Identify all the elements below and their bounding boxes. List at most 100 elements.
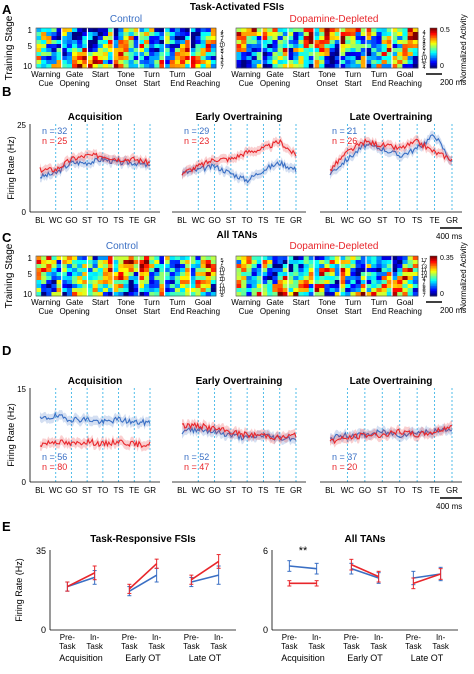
heatmap-cell: [159, 268, 165, 273]
heatmap-cell: [386, 36, 393, 41]
heatmap-cell: [51, 288, 57, 293]
heatmap-cell: [185, 28, 191, 33]
heatmap-cell: [392, 284, 398, 289]
heatmap-cell: [376, 260, 382, 265]
heatmap-cell: [210, 60, 217, 65]
heatmap-cell: [308, 36, 315, 41]
heatmap-cell: [381, 272, 388, 277]
colorbar-label: Normalized Activity: [459, 242, 468, 310]
event-label: Goal: [397, 70, 414, 79]
x-tick-label: TO: [242, 486, 253, 495]
heatmap-cell: [82, 28, 88, 33]
heatmap-cell: [144, 260, 150, 265]
heatmap-cell: [144, 28, 150, 33]
heatmap-cell: [340, 256, 346, 261]
heatmap-cell: [303, 40, 310, 45]
heatmap-cell: [180, 272, 186, 277]
heatmap-cell: [407, 264, 414, 269]
heatmap-cell: [108, 260, 114, 265]
heatmap-cell: [190, 264, 196, 269]
heatmap-cell: [303, 56, 310, 61]
heatmap-cell: [77, 292, 83, 297]
heatmap-cell: [169, 40, 176, 45]
heatmap-cell: [293, 44, 299, 49]
heatmap-cell: [277, 284, 284, 289]
heatmap-cell: [102, 268, 109, 273]
heatmap-cell: [272, 36, 278, 41]
heatmap-cell: [386, 284, 393, 289]
heatmap-cell: [412, 60, 419, 65]
heatmap-cell: [366, 56, 372, 61]
heatmap-cell: [154, 276, 160, 281]
heatmap-cell: [41, 280, 47, 285]
colorbar-step: [430, 59, 437, 62]
heatmap-cell: [366, 40, 372, 45]
stage-n-count: 5: [220, 62, 223, 68]
heatmap-cell: [66, 264, 73, 269]
heatmap-cell: [108, 288, 114, 293]
heatmap-cell: [272, 56, 278, 61]
heatmap-cell: [164, 256, 171, 261]
heatmap-cell: [92, 260, 99, 265]
heatmap-cell: [277, 64, 284, 69]
heatmap-cell: [267, 260, 273, 265]
colorbar-step: [430, 48, 437, 51]
heatmap-cell: [195, 28, 201, 33]
heatmap-cell: [82, 40, 88, 45]
heatmap-cell: [392, 36, 398, 41]
heatmap-cell: [149, 32, 155, 37]
heatmap-cell: [288, 256, 294, 261]
heatmap-cell: [267, 280, 273, 285]
heatmap-cell: [66, 52, 73, 57]
heatmap-cell: [128, 264, 135, 269]
heatmap-cell: [381, 64, 388, 69]
heatmap-cell: [298, 32, 304, 37]
heatmap-cell: [293, 28, 299, 33]
heatmap-cell: [397, 280, 403, 285]
event-label: Turn: [371, 70, 387, 79]
heatmap-cell: [241, 28, 247, 33]
heatmap-cell: [407, 32, 414, 37]
heatmap-cell: [61, 264, 68, 269]
heatmap-cell: [324, 56, 330, 61]
stage-n-count: 10: [219, 277, 225, 283]
heatmap-cell: [340, 260, 346, 265]
heatmap-cell: [87, 44, 93, 49]
heatmap-cell: [397, 32, 403, 37]
series-line: [39, 412, 151, 427]
heatmap-cell: [324, 28, 330, 33]
heatmap-cell: [392, 60, 398, 65]
x-tick-label: Pre-: [282, 633, 297, 642]
heatmap-cell: [72, 40, 78, 45]
event-label: Reaching: [388, 307, 422, 316]
heatmap-cell: [149, 60, 155, 65]
heatmap-cell: [118, 260, 124, 265]
heatmap-cell: [303, 260, 310, 265]
heatmap-cell: [392, 292, 398, 297]
heatmap-cell: [46, 36, 52, 41]
heatmap-cell: [282, 32, 289, 37]
heatmap-cell: [66, 28, 73, 33]
heatmap-cell: [87, 280, 93, 285]
heatmap-cell: [87, 64, 93, 69]
heatmap-cell: [241, 64, 247, 69]
heatmap-cell: [210, 264, 217, 269]
colorbar-step: [430, 56, 437, 59]
heatmap-cell: [350, 56, 356, 61]
heatmap-cell: [272, 272, 278, 277]
heatmap-cell: [251, 288, 258, 293]
heatmap-cell: [392, 52, 398, 57]
heatmap-cell: [246, 268, 252, 273]
heatmap-cell: [334, 40, 341, 45]
heatmap-cell: [185, 280, 191, 285]
heatmap-cell: [138, 260, 145, 265]
heatmap-cell: [36, 44, 42, 49]
heatmap-cell: [376, 52, 382, 57]
heatmap-cell: [138, 268, 145, 273]
heatmap-cell: [366, 32, 372, 37]
heatmap-cell: [376, 288, 382, 293]
heatmap-cell: [412, 48, 419, 53]
heatmap-cell: [376, 40, 382, 45]
heatmap-cell: [324, 284, 330, 289]
stage-n-count: 10: [421, 55, 427, 61]
